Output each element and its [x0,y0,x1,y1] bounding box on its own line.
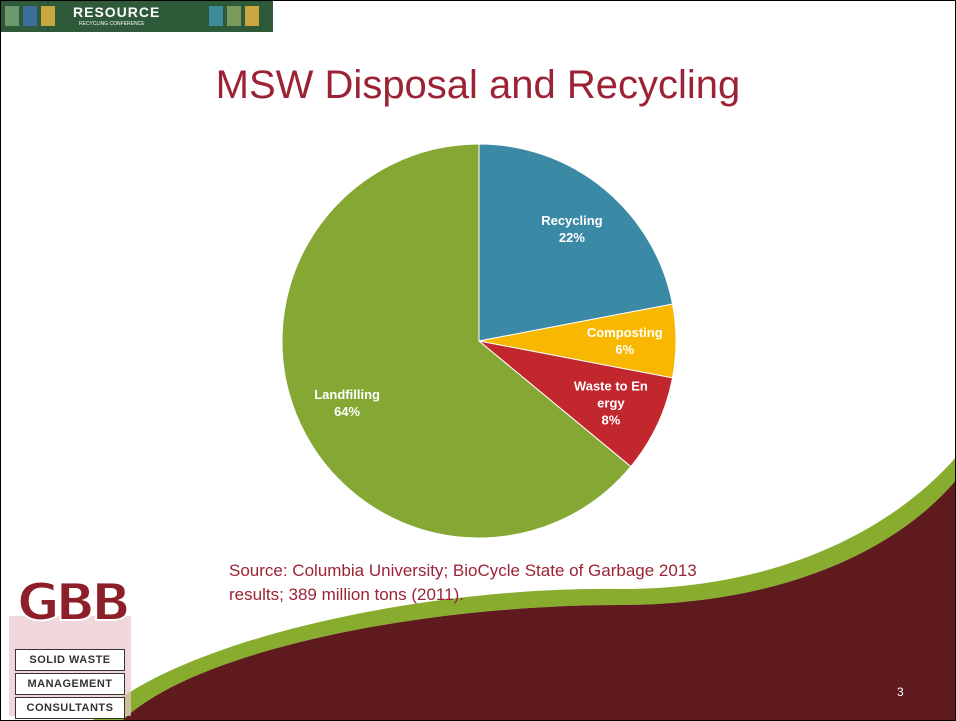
logo-mark: GBB [16,572,132,634]
logo-line: MANAGEMENT [15,673,125,695]
slice-name: Recycling [541,212,603,228]
header-icon [209,6,223,26]
pie-slice [478,340,674,468]
slice-value: 8% [601,412,621,428]
logo-line: CONSULTANTS [15,697,125,719]
slice-name: Composting [586,325,663,340]
pie-slice [478,143,674,342]
header-icon [23,6,37,26]
source-note: Source: Columbia University; BioCycle St… [229,561,697,604]
slice-name: Landfilling [314,387,380,403]
slice-label: Landfilling 64% [308,386,386,420]
maroon-swoosh [123,481,955,720]
logo-subtitle: RECYCLING CONFERENCE [79,21,145,27]
slice-label: Composting 6% [586,324,664,358]
pie-slice [281,143,632,539]
header-icon [5,6,19,26]
slice-value: 64% [334,404,361,420]
pie [281,143,677,539]
page-number: 3 [897,685,904,699]
slice-name: Waste to Energy [573,378,648,411]
header-icon [245,6,259,26]
logo-title: RESOURCE [73,4,161,20]
logo-line: SOLID WASTE [15,649,125,671]
slice-label: Waste to Energy 8% [572,378,650,429]
chart-title: MSW Disposal and Recycling [215,63,741,107]
slice-value: 22% [558,229,585,245]
header-icon [41,6,55,26]
header-icon [227,6,241,26]
slice-label: Recycling 22% [533,212,611,246]
slice-value: 6% [615,342,635,357]
